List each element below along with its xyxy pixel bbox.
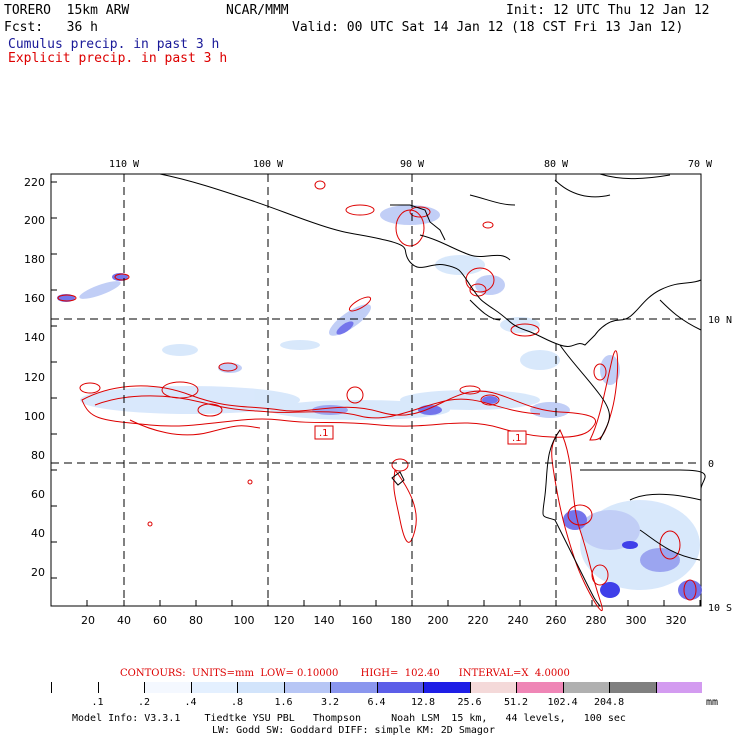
lon-label: 90 W: [400, 159, 425, 170]
colorbar-label: 3.2: [321, 697, 340, 708]
colorbar-label: 6.4: [367, 697, 386, 708]
colorbar-label: 102.4: [547, 697, 578, 708]
colorbar-swatch: [144, 682, 191, 693]
physics-info: LW: Godd SW: Goddard DIFF: simple KM: 2D…: [212, 725, 495, 736]
colorbar-label: .1: [91, 697, 104, 708]
y-tick-label: 180: [24, 253, 45, 266]
coastlines: [159, 173, 706, 607]
y-tick-label: 20: [31, 566, 45, 579]
colorbar-label: .8: [231, 697, 244, 708]
x-tick-label: 140: [314, 614, 335, 627]
model-title: TORERO 15km ARW: [4, 3, 130, 18]
contour-label-box: .1 .1: [314, 425, 527, 445]
colorbar-label: 204.8: [594, 697, 625, 708]
y-tick-label: 220: [24, 176, 45, 189]
colorbar-swatch: [51, 682, 98, 693]
cumulus-precip-shading: [57, 205, 702, 600]
graticule: [51, 174, 701, 606]
tick-marks: [51, 181, 701, 606]
x-tick-label: 80: [189, 614, 203, 627]
x-tick-label: 180: [391, 614, 412, 627]
legend-cumulus: Cumulus precip. in past 3 h: [8, 37, 220, 52]
legend-explicit: Explicit precip. in past 3 h: [8, 51, 228, 66]
y-tick-label: 60: [31, 488, 45, 501]
colorbar-label: 12.8: [411, 697, 436, 708]
colorbar-units: mm: [706, 697, 719, 708]
colorbar-label: .4: [184, 697, 197, 708]
x-tick-label: 160: [352, 614, 373, 627]
lon-label: 70 W: [688, 159, 713, 170]
colorbar-swatch: [469, 682, 516, 693]
y-tick-label: 80: [31, 449, 45, 462]
colorbar-swatch: [516, 682, 563, 693]
x-tick-label: 40: [117, 614, 131, 627]
contour-label: .1: [512, 433, 522, 444]
y-tick-label: 120: [24, 371, 45, 384]
colorbar-swatch: [562, 682, 609, 693]
colorbar-swatch: [423, 682, 470, 693]
x-tick-label: 220: [468, 614, 489, 627]
colorbar-swatch: [655, 682, 702, 693]
y-tick-label: 100: [24, 410, 45, 423]
x-tick-label: 60: [153, 614, 167, 627]
init-time: Init: 12 UTC Thu 12 Jan 12: [506, 3, 710, 18]
colorbar-swatch: [237, 682, 284, 693]
valid-time: Valid: 00 UTC Sat 14 Jan 12 (18 CST Fri …: [292, 20, 684, 35]
lat-label: 10 N: [708, 315, 732, 326]
x-tick-label: 100: [234, 614, 255, 627]
forecast-hour: Fcst: 36 h: [4, 20, 98, 35]
y-tick-label: 40: [31, 527, 45, 540]
colorbar-label: 1.6: [274, 697, 293, 708]
org-label: NCAR/MMM: [226, 3, 289, 18]
x-tick-label: 200: [428, 614, 449, 627]
colorbar-swatch: [190, 682, 237, 693]
lat-label: 10 S: [708, 603, 732, 614]
colorbar-swatch: [283, 682, 330, 693]
lon-label: 100 W: [253, 159, 284, 170]
x-tick-label: 20: [81, 614, 95, 627]
lat-label: 0: [708, 459, 714, 470]
y-tick-label: 140: [24, 331, 45, 344]
colorbar-label: 25.6: [457, 697, 482, 708]
model-info: Model Info: V3.3.1 Tiedtke YSU PBL Thomp…: [72, 713, 626, 724]
lon-label: 110 W: [109, 159, 140, 170]
y-tick-label: 160: [24, 292, 45, 305]
contour-info: CONTOURS: UNITS=mm LOW= 0.10000 HIGH= 10…: [120, 668, 570, 679]
colorbar-swatch: [609, 682, 656, 693]
x-tick-label: 120: [274, 614, 295, 627]
lon-label: 80 W: [544, 159, 569, 170]
x-tick-label: 320: [666, 614, 687, 627]
x-tick-label: 240: [508, 614, 529, 627]
colorbar-label: .2: [138, 697, 151, 708]
colorbar-label: 51.2: [504, 697, 529, 708]
contour-label: .1: [319, 428, 329, 439]
x-tick-label: 280: [586, 614, 607, 627]
x-tick-label: 300: [626, 614, 647, 627]
colorbar-swatch: [376, 682, 423, 693]
x-tick-label: 260: [546, 614, 567, 627]
colorbar-swatch: [97, 682, 144, 693]
colorbar-swatch: [330, 682, 377, 693]
y-tick-label: 200: [24, 214, 45, 227]
